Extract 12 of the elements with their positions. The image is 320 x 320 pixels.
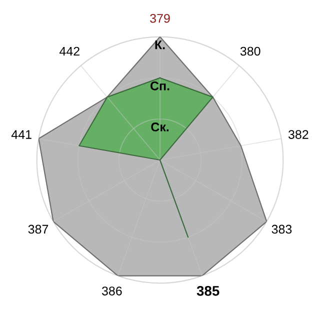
spoke-label: 383 [272,224,292,234]
spoke-label: 385 [196,286,220,296]
spoke-label: 441 [11,130,32,139]
spoke-label: 386 [102,286,122,296]
spoke-label: 442 [60,46,80,56]
spoke-label: 379 [150,14,170,23]
spoke-label: 387 [28,224,48,234]
y-tick-label: Ск. [151,122,169,132]
y-tick-label: Сп. [150,81,170,90]
spoke-label: 380 [240,46,260,56]
y-tick-label: К. [155,40,165,50]
spoke-label: 382 [288,130,308,139]
